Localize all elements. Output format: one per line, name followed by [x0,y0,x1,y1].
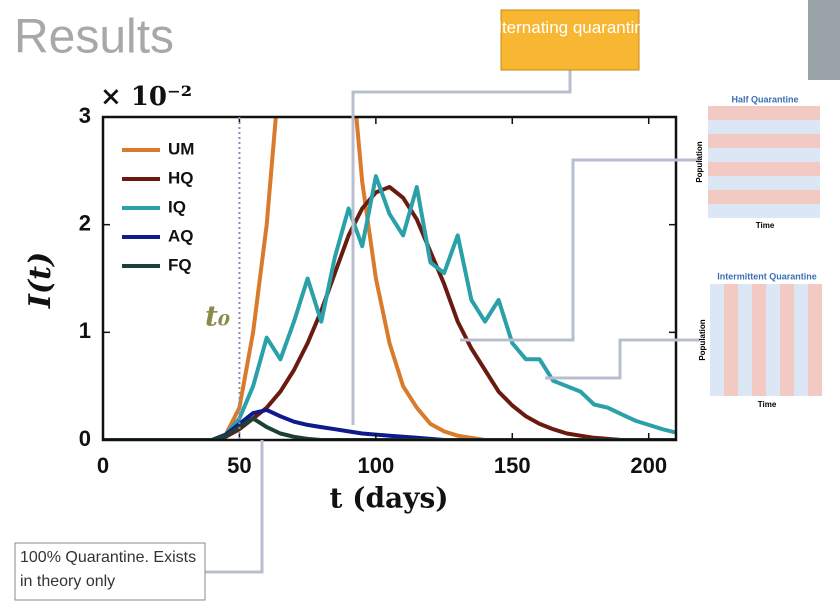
thumb-title: Intermittent Quarantine [717,271,817,281]
plot-frame [101,115,678,442]
thumbnail-intermittent: Intermittent Quarantine Population Time [698,271,822,409]
legend-label: HQ [168,168,194,187]
thumb-band [724,284,738,396]
callout-line: Alternating quarantine [487,18,653,37]
thumb-band [708,106,820,120]
thumb-xlabel: Time [758,400,777,409]
callout-text: 100% Quarantine. Exists in theory only [20,549,197,590]
thumb-ylabel: Population [698,319,707,360]
x-tick-label: 150 [494,453,531,478]
callout-text-box: 100% Quarantine. Exists in theory only [20,549,197,590]
legend-label: UM [168,139,194,158]
callout-text: Alternating quarantine [487,18,653,37]
y-axis-label: I(t) [23,252,58,309]
callout-connector [351,70,572,425]
x-tick-label: 0 [97,453,109,478]
legend-label: FQ [168,255,192,274]
legend-label: IQ [168,197,186,216]
t0-annotation: t₀ [205,300,230,333]
thumb-band [808,284,822,396]
legend-label: AQ [168,226,194,245]
y-tick-label: 1 [79,318,91,343]
thumb-ylabel: Population [695,141,704,182]
thumb-xlabel: Time [756,221,775,230]
multiplier: × 10⁻² [100,82,192,112]
x-axis-label: t (days) [330,482,449,515]
y-tick-label: 2 [79,210,91,235]
thumb-band [708,134,820,148]
side-window [808,0,840,80]
series-group [103,117,676,440]
thumb-band [780,284,794,396]
callout-connector [545,338,700,380]
thumb-title: Half Quarantine [731,94,798,104]
plot [103,117,676,440]
thumb-band [752,284,766,396]
series-line [103,185,676,440]
callout-box [500,9,640,71]
series-line [103,117,676,440]
y-tick-label: 3 [79,103,91,128]
callout-connector [205,440,264,574]
x-tick-label: 200 [630,453,667,478]
thumb-band [708,190,820,204]
callout-box [14,542,206,601]
y-tick-label: 0 [79,426,91,451]
x-tick-label: 100 [357,453,394,478]
series-line [103,174,676,440]
callout-connector [460,158,700,342]
series-line [103,407,676,440]
x-tick-label: 50 [227,453,251,478]
thumbnail-half: Half Quarantine Population Time [695,94,820,230]
thumb-band [708,162,820,176]
slide-title: Results [14,11,174,64]
